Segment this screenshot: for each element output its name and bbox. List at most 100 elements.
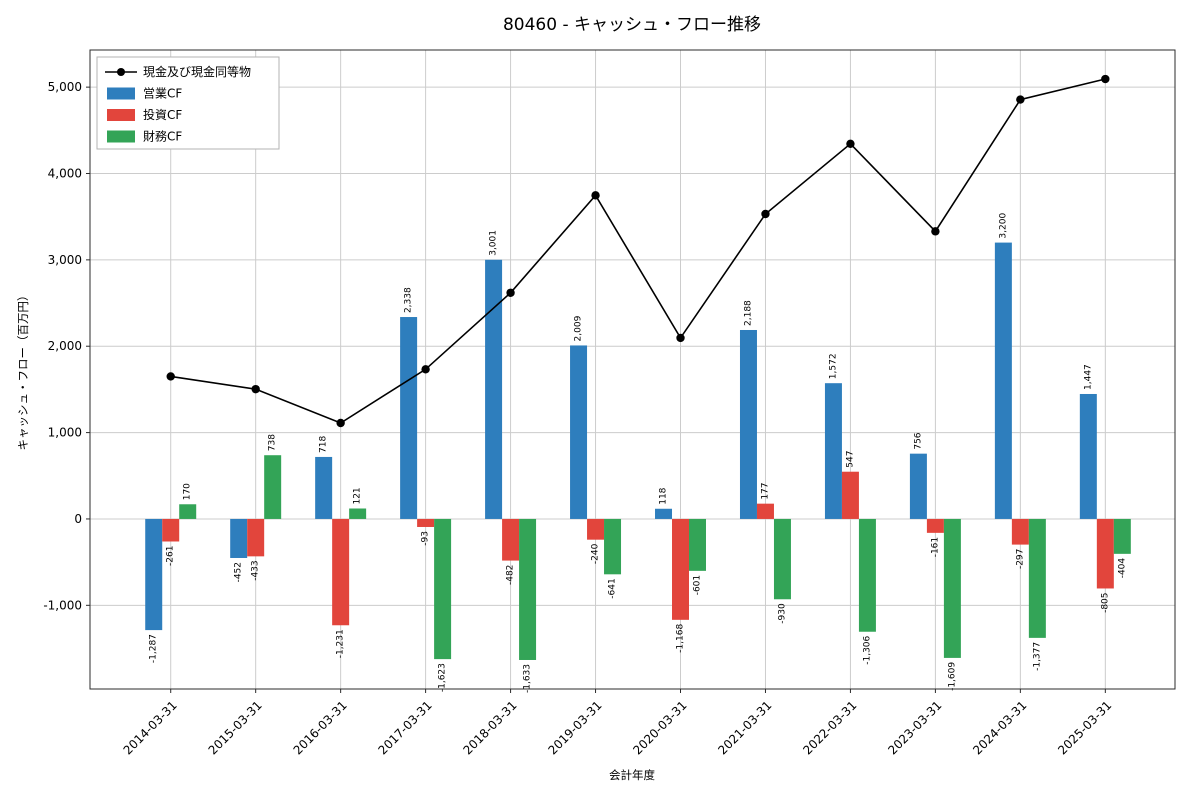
bar-value-label: 2,009 [574, 315, 584, 341]
bar-value-label: 547 [845, 451, 855, 468]
bar-value-label: -433 [251, 560, 261, 580]
plot-border [89, 49, 1176, 690]
line-layer [166, 74, 1110, 428]
bar-財務CF [1028, 518, 1046, 638]
bar-value-label: -482 [506, 565, 516, 585]
line-marker [761, 209, 770, 219]
bar-value-label: 2,188 [743, 300, 753, 326]
y-tick-label: 0 [74, 512, 82, 526]
bar-財務CF [349, 508, 367, 519]
bar-value-label: 170 [183, 483, 193, 500]
y-tick-label: 3,000 [48, 253, 82, 267]
cash-equivalents-line [170, 78, 1106, 424]
legend-swatch [107, 109, 135, 121]
bar-value-label: -452 [234, 562, 244, 582]
bar-財務CF [264, 455, 282, 519]
x-tick-label: 2020-03-31 [630, 698, 689, 757]
bar-value-label: -601 [692, 575, 702, 595]
line-marker [1016, 95, 1025, 104]
line-marker [251, 384, 260, 394]
legend-label: 投資CF [143, 107, 182, 122]
bar-value-label: -261 [166, 545, 176, 565]
bar-value-label: 1,447 [1083, 364, 1093, 390]
bar-value-label: -161 [930, 537, 940, 557]
bar-営業CF [485, 259, 503, 519]
bar-財務CF [434, 518, 452, 660]
bar-value-label: 2,338 [404, 287, 414, 313]
bar-value-label: -297 [1015, 549, 1025, 569]
bar-営業CF [230, 518, 248, 558]
legend-label: 営業CF [143, 87, 182, 101]
legend-label: 財務CF [143, 129, 182, 144]
bar-value-label: 118 [659, 487, 669, 504]
x-tick-label: 2019-03-31 [545, 698, 604, 757]
bar-投資CF [926, 518, 944, 533]
bar-value-label: -240 [591, 543, 601, 564]
bar-value-label: 738 [268, 434, 278, 451]
bar-value-label: -404 [1117, 558, 1127, 579]
x-tick-label: 2015-03-31 [206, 698, 265, 757]
bar-value-label: 1,572 [828, 353, 838, 379]
bar-投資CF [587, 518, 605, 540]
bar-営業CF [1079, 393, 1097, 519]
legend-label: 現金及び現金同等物 [143, 64, 251, 79]
bar-財務CF [1113, 518, 1131, 554]
bar-value-label: 718 [319, 435, 329, 452]
bar-営業CF [570, 345, 588, 519]
x-tick-label: 2024-03-31 [970, 698, 1029, 757]
line-marker [1101, 74, 1110, 84]
bar-value-label: -930 [777, 603, 787, 624]
bar-財務CF [689, 518, 706, 571]
bar-value-labels-layer: -1,287 -452 718 2,338 3,001 2,009 118 2,188 1,57… [149, 213, 1128, 693]
x-tick-label: 2022-03-31 [800, 698, 859, 757]
bar-財務CF [179, 504, 197, 519]
bar-value-label: -1,231 [336, 629, 346, 658]
bar-value-label: -1,609 [947, 662, 957, 691]
bar-財務CF [773, 518, 791, 600]
bar-value-label: 177 [760, 482, 770, 499]
legend-swatch [107, 130, 135, 143]
x-tick-label: 2016-03-31 [291, 698, 350, 757]
bar-財務CF [943, 518, 961, 658]
legend-swatch [107, 87, 135, 100]
bar-投資CF [332, 518, 350, 626]
y-tick-label: 5,000 [48, 80, 82, 94]
bar-value-label: 121 [353, 487, 363, 504]
bar-営業CF [400, 317, 418, 519]
y-tick-label: 1,000 [48, 426, 82, 440]
bar-value-label: 756 [913, 432, 923, 449]
x-tick-label: 2023-03-31 [885, 698, 944, 757]
line-marker [846, 139, 855, 148]
bar-財務CF [519, 518, 537, 660]
y-axis-label: キャッシュ・フロー（百万円） [16, 290, 30, 451]
x-axis-label: 会計年度 [609, 768, 655, 782]
line-marker [591, 191, 600, 200]
bar-value-label: -641 [608, 578, 618, 598]
line-marker [931, 227, 940, 236]
bar-投資CF [247, 518, 265, 557]
x-tick-label: 2017-03-31 [376, 698, 435, 757]
bar-営業CF [315, 456, 333, 519]
bar-value-label: -1,287 [149, 634, 159, 663]
bar-投資CF [1011, 518, 1029, 545]
bar-value-label: 3,001 [489, 230, 499, 256]
bar-投資CF [1096, 518, 1114, 589]
bar-value-label: -805 [1100, 592, 1110, 612]
bar-投資CF [417, 518, 435, 527]
bar-投資CF [162, 518, 180, 542]
bar-投資CF [672, 518, 690, 620]
grid-layer [90, 50, 1175, 689]
bar-財務CF [604, 518, 622, 575]
bar-営業CF [909, 453, 927, 519]
x-tick-label: 2025-03-31 [1055, 698, 1114, 757]
bar-value-label: -1,377 [1032, 642, 1042, 671]
line-marker [166, 372, 175, 381]
y-tick-label: 2,000 [48, 339, 82, 353]
bar-投資CF [756, 503, 774, 519]
bar-value-label: -93 [421, 531, 431, 546]
bar-value-label: -1,168 [676, 624, 686, 653]
legend-marker-sample [117, 68, 125, 76]
